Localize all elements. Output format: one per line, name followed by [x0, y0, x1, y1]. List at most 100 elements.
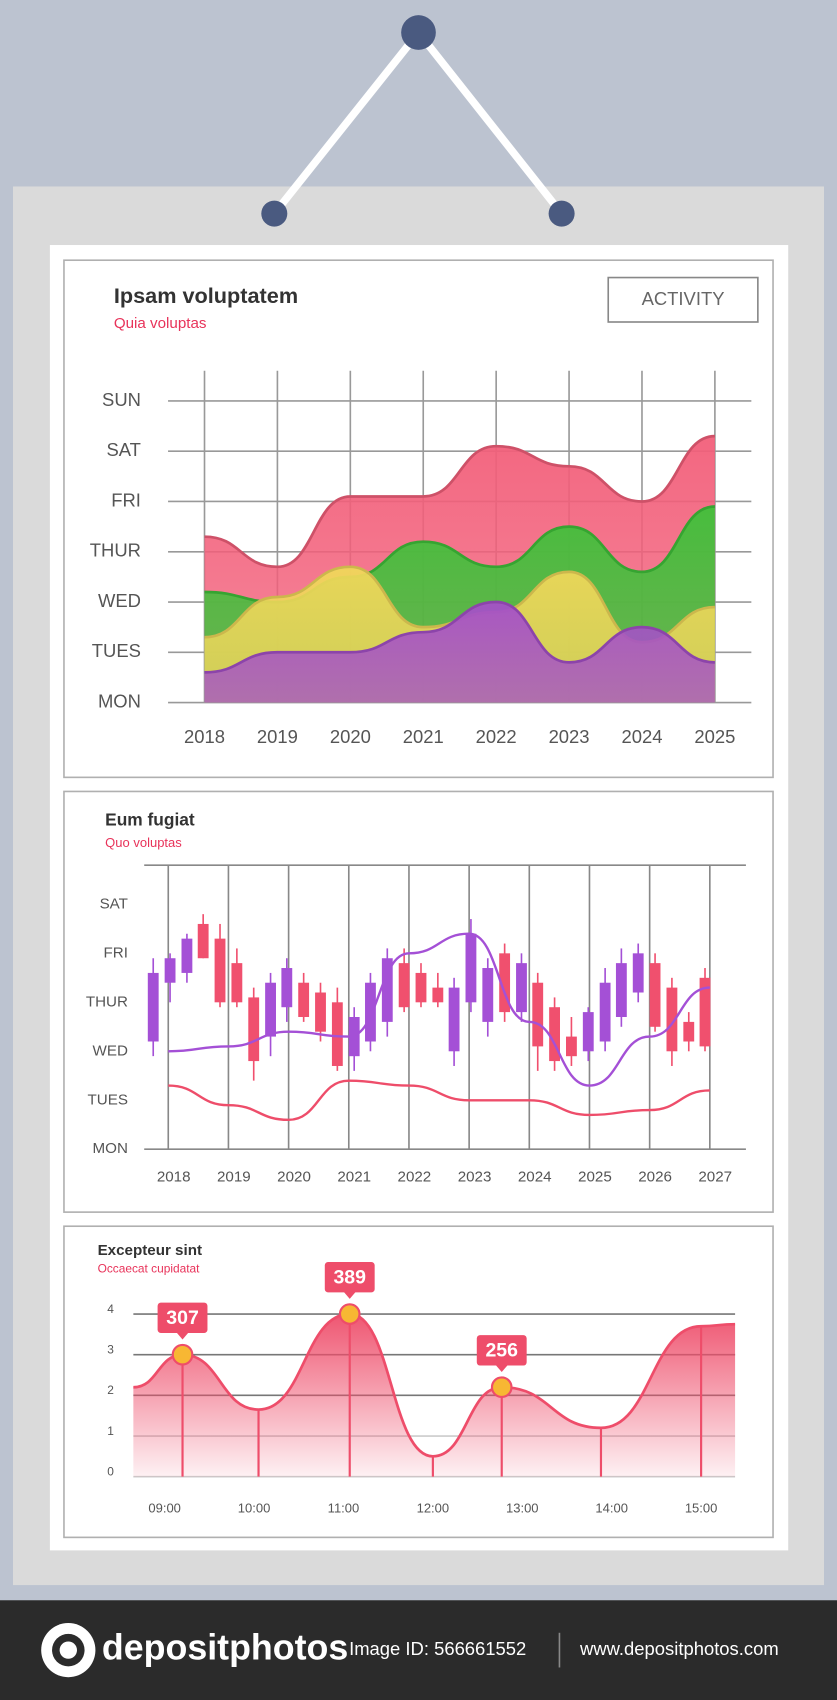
- chart-subtitle: Quia voluptas: [114, 315, 207, 332]
- x-tick-label: 2021: [337, 1168, 371, 1185]
- y-tick-label: WED: [98, 590, 141, 611]
- x-tick-label: 2020: [277, 1168, 311, 1185]
- area-line: [133, 1312, 736, 1458]
- activity-button[interactable]: [607, 276, 759, 323]
- candle-body: [666, 987, 678, 1052]
- x-tick-label: 2026: [638, 1168, 672, 1185]
- candle-body: [197, 923, 209, 959]
- candle-body: [331, 1002, 343, 1066]
- candle-body: [298, 982, 310, 1018]
- y-tick-label: 3: [107, 1343, 114, 1357]
- annotation-pointer: [343, 1291, 357, 1299]
- candle-body: [248, 997, 260, 1062]
- y-tick-label: FRI: [111, 489, 141, 510]
- chart-title: Eum fugiat: [105, 809, 195, 829]
- candle-body: [549, 1007, 560, 1062]
- candle-body: [265, 982, 276, 1037]
- candle-body: [365, 982, 376, 1042]
- candle-body: [649, 963, 661, 1027]
- candle-body: [699, 977, 711, 1047]
- x-tick-label: 2023: [549, 726, 590, 747]
- candle-body: [599, 982, 611, 1042]
- candle-body: [566, 1036, 577, 1057]
- candle-body: [432, 987, 444, 1003]
- x-tick-label: 2022: [476, 726, 517, 747]
- candle-body: [532, 982, 544, 1047]
- x-tick-label: 2025: [694, 726, 735, 747]
- annotation-box: [324, 1261, 375, 1293]
- candle-body: [147, 972, 159, 1042]
- y-tick-label: SAT: [100, 895, 128, 912]
- chart-title: Excepteur sint: [98, 1242, 202, 1259]
- x-tick-label: 2022: [398, 1168, 432, 1185]
- candle-body: [632, 953, 644, 993]
- y-tick-label: MON: [98, 690, 141, 711]
- x-tick-label: 12:00: [417, 1501, 450, 1516]
- candle-body: [615, 963, 627, 1018]
- y-tick-label: 1: [107, 1424, 114, 1438]
- x-tick-label: 2023: [458, 1168, 492, 1185]
- x-tick-label: 2019: [217, 1168, 251, 1185]
- logo-mark: [59, 1641, 77, 1659]
- y-tick-label: MON: [93, 1140, 128, 1157]
- candle-body: [448, 987, 460, 1052]
- annotation-pointer: [495, 1364, 509, 1373]
- candle-body: [415, 972, 427, 1003]
- x-tick-label: 2018: [184, 726, 225, 747]
- candle-body: [465, 933, 477, 1003]
- y-tick-label: THUR: [86, 993, 128, 1010]
- x-tick-label: 2024: [518, 1168, 552, 1185]
- area-line: [204, 434, 715, 569]
- activity-button-label[interactable]: ACTIVITY: [642, 288, 725, 309]
- y-tick-label: SAT: [106, 439, 140, 460]
- x-tick-label: 2020: [330, 726, 371, 747]
- marker: [338, 1303, 361, 1325]
- x-tick-label: 11:00: [328, 1501, 360, 1516]
- pin: [261, 200, 288, 227]
- pin: [548, 200, 575, 227]
- candle-body: [683, 1021, 695, 1042]
- y-tick-label: TUES: [88, 1091, 128, 1108]
- x-tick-label: 15:00: [685, 1501, 718, 1516]
- footer-url: www.depositphotos.com: [579, 1638, 779, 1659]
- x-tick-label: 2027: [698, 1168, 732, 1185]
- y-tick-label: 0: [107, 1464, 114, 1478]
- candle-body: [499, 953, 511, 1013]
- candle-body: [164, 958, 176, 983]
- area: [133, 1314, 736, 1477]
- candle-body: [516, 963, 527, 1013]
- footer-brand: depositphotos: [102, 1628, 348, 1668]
- x-tick-label: 09:00: [148, 1501, 181, 1516]
- footer-image-id: Image ID: 566661552: [349, 1638, 526, 1659]
- x-tick-label: 2024: [621, 726, 662, 747]
- candle-body: [381, 958, 393, 1022]
- candle-body: [315, 992, 326, 1032]
- nail: [401, 15, 436, 50]
- y-tick-label: WED: [93, 1042, 128, 1059]
- marker: [171, 1343, 194, 1366]
- annotation-label: 389: [333, 1266, 366, 1288]
- footer-bar: [0, 1600, 837, 1700]
- line: [168, 1079, 710, 1122]
- x-tick-label: 13:00: [506, 1501, 539, 1516]
- x-tick-label: 14:00: [595, 1501, 628, 1516]
- area-line: [204, 600, 715, 674]
- x-tick-label: 2019: [257, 726, 298, 747]
- line: [168, 932, 710, 1087]
- x-tick-label: 10:00: [238, 1501, 271, 1516]
- y-tick-label: TUES: [92, 640, 141, 661]
- y-tick-label: FRI: [104, 944, 128, 961]
- chart-subtitle: Quo voluptas: [105, 835, 182, 850]
- chart-subtitle: Occaecat cupidatat: [98, 1262, 201, 1276]
- annotation-label: 256: [485, 1340, 518, 1362]
- y-tick-label: SUN: [102, 389, 141, 410]
- y-tick-label: 4: [107, 1302, 114, 1316]
- candle-body: [398, 963, 410, 1008]
- annotation-label: 307: [166, 1307, 199, 1329]
- annotation-box: [476, 1335, 527, 1366]
- candle-body: [214, 938, 226, 1003]
- annotation-pointer: [176, 1331, 190, 1340]
- chart-title: Ipsam voluptatem: [114, 283, 298, 308]
